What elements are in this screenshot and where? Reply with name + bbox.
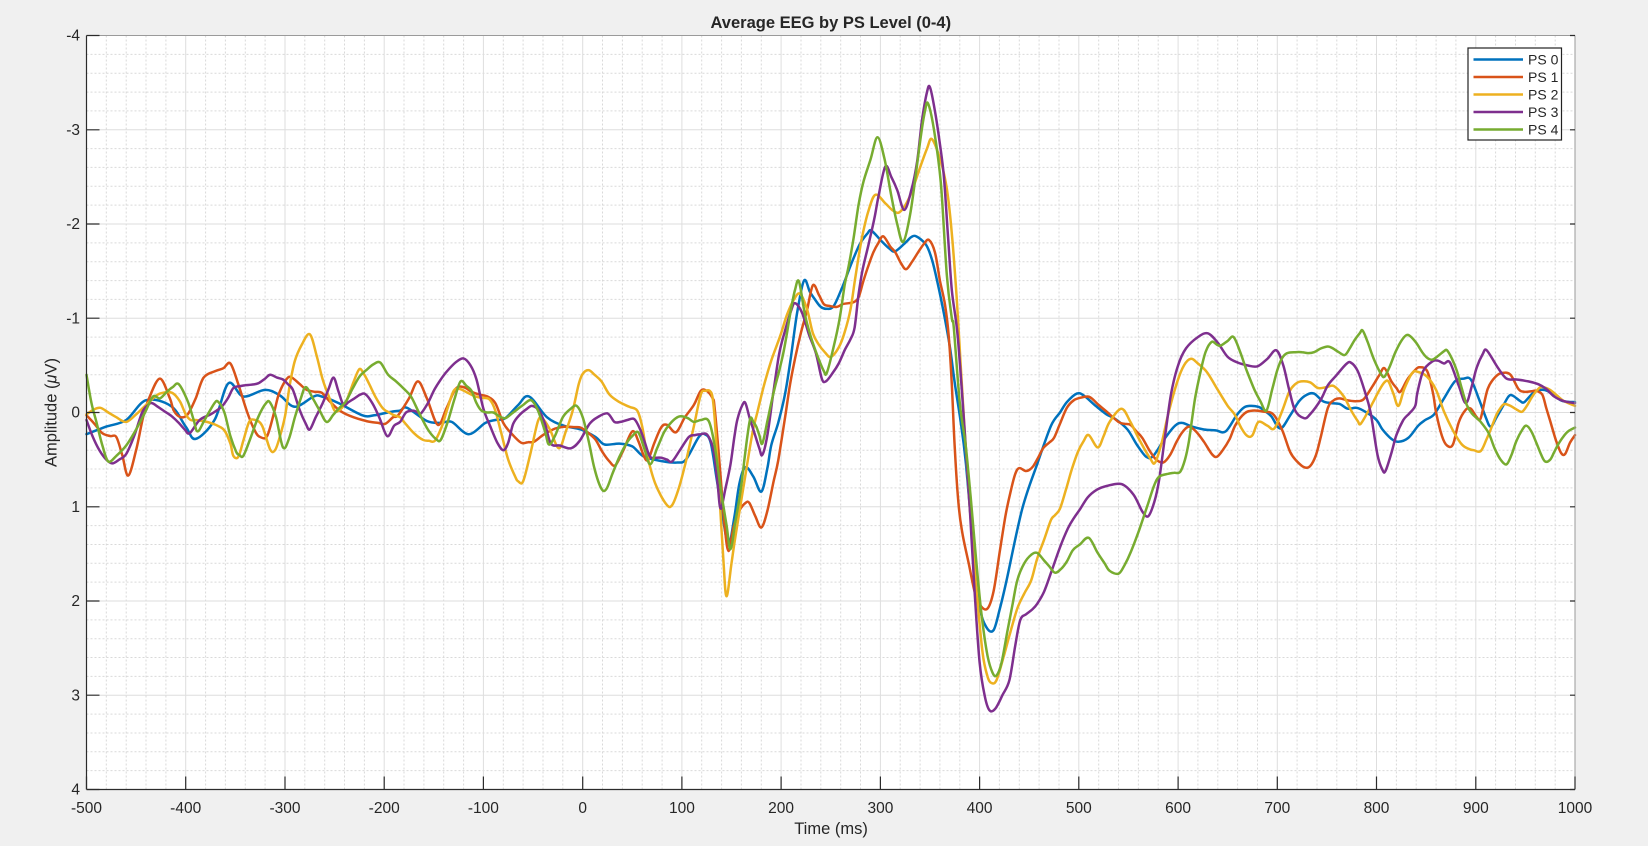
svg-text:1: 1 [71, 499, 80, 516]
svg-text:900: 900 [1463, 800, 1489, 817]
svg-text:-4: -4 [66, 28, 80, 45]
svg-text:PS 4: PS 4 [1528, 121, 1559, 137]
svg-text:-400: -400 [170, 800, 201, 817]
svg-text:2: 2 [71, 593, 80, 610]
svg-text:800: 800 [1364, 800, 1390, 817]
svg-text:PS 3: PS 3 [1528, 104, 1559, 120]
svg-text:-300: -300 [269, 800, 300, 817]
svg-text:-500: -500 [71, 800, 102, 817]
svg-text:0: 0 [578, 800, 587, 817]
svg-text:PS 2: PS 2 [1528, 86, 1559, 102]
svg-text:600: 600 [1165, 800, 1191, 817]
svg-text:PS 0: PS 0 [1528, 51, 1559, 67]
svg-text:3: 3 [71, 688, 80, 705]
svg-text:100: 100 [669, 800, 695, 817]
svg-text:-3: -3 [66, 122, 80, 139]
svg-text:Time (ms): Time (ms) [794, 820, 868, 838]
svg-text:700: 700 [1264, 800, 1290, 817]
svg-text:1000: 1000 [1558, 800, 1593, 817]
svg-text:-1: -1 [66, 310, 80, 327]
svg-text:300: 300 [867, 800, 893, 817]
svg-text:400: 400 [967, 800, 993, 817]
svg-text:-2: -2 [66, 216, 80, 233]
svg-text:500: 500 [1066, 800, 1092, 817]
svg-text:PS 1: PS 1 [1528, 69, 1559, 85]
svg-text:-100: -100 [468, 800, 499, 817]
svg-text:-200: -200 [369, 800, 400, 817]
svg-text:Average EEG by PS Level (0-4): Average EEG by PS Level (0-4) [711, 14, 952, 32]
svg-text:Amplitude (μV): Amplitude (μV) [43, 358, 61, 467]
svg-text:200: 200 [768, 800, 794, 817]
svg-text:4: 4 [71, 782, 80, 799]
svg-text:0: 0 [71, 405, 80, 422]
